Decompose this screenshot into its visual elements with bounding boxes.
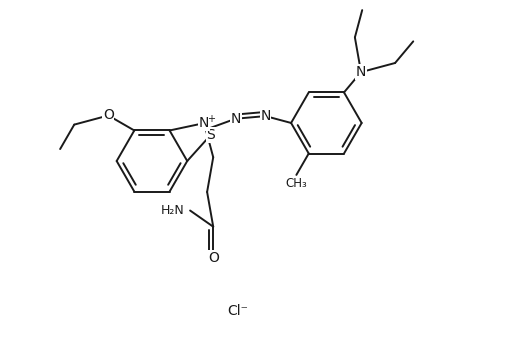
Text: H₂N: H₂N	[161, 204, 185, 217]
Text: CH₃: CH₃	[286, 177, 307, 190]
Text: Cl⁻: Cl⁻	[227, 304, 248, 318]
Text: N: N	[260, 109, 271, 123]
Text: N: N	[356, 65, 366, 79]
Text: O: O	[208, 251, 219, 265]
Text: N: N	[199, 116, 209, 130]
Text: S: S	[207, 128, 215, 142]
Text: N: N	[230, 112, 241, 126]
Text: O: O	[103, 109, 114, 122]
Text: +: +	[207, 114, 215, 124]
